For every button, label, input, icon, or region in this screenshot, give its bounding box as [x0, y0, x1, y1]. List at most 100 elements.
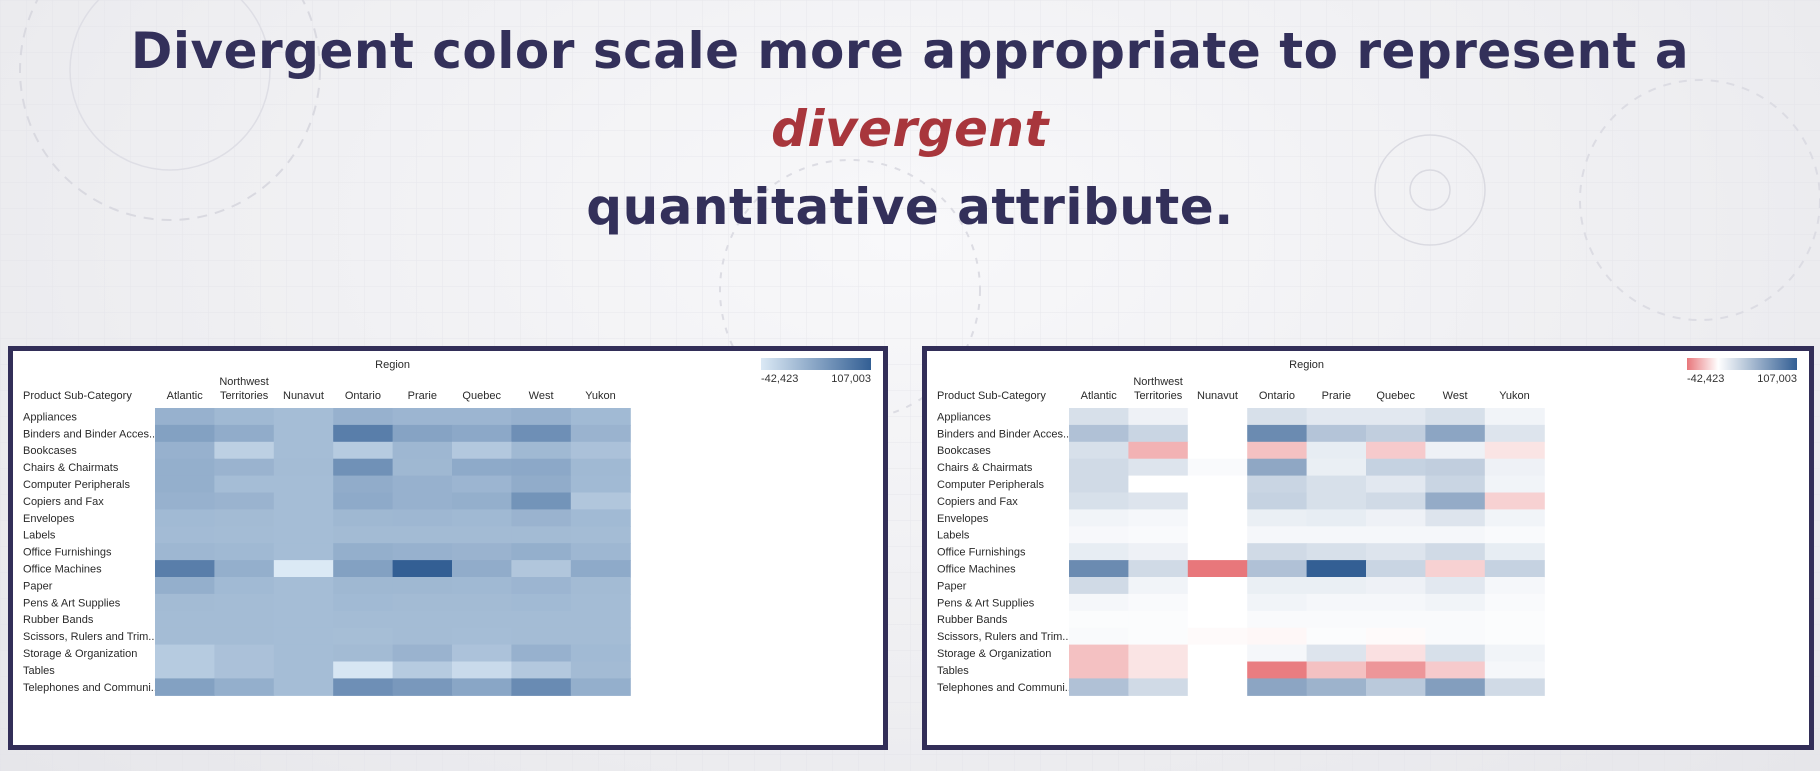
heatmap-cell — [1069, 526, 1129, 544]
column-header: Ontario — [345, 390, 381, 402]
heatmap-cell — [1187, 627, 1248, 646]
heatmap-cell — [1366, 475, 1426, 494]
heatmap-cell — [570, 577, 631, 595]
heatmap-cell — [1306, 661, 1367, 679]
heatmap-cell — [333, 509, 394, 527]
heatmap-cell — [333, 661, 394, 679]
row-label: Scissors, Rulers and Trim.. — [23, 631, 154, 643]
heatmap-cell — [452, 577, 512, 595]
heatmap-cell — [1247, 610, 1308, 629]
heatmap-cell — [1247, 526, 1308, 544]
heatmap-cell — [392, 610, 453, 629]
heatmap-cell — [511, 492, 572, 510]
heatmap-cell — [273, 644, 334, 663]
heatmap-cell — [1128, 627, 1189, 646]
row-label: Envelopes — [937, 513, 989, 525]
heatmap-cell — [570, 678, 631, 696]
heatmap-cell — [1425, 577, 1486, 595]
heatmap-cell — [511, 543, 572, 561]
heatmap-cell — [273, 408, 334, 426]
heatmap-cell — [1484, 610, 1545, 629]
heatmap-cell — [333, 475, 394, 494]
heatmap-cell — [1306, 543, 1367, 561]
heatmap-cell — [273, 441, 334, 460]
row-label: Pens & Art Supplies — [937, 597, 1035, 609]
row-header-label: Product Sub-Category — [937, 390, 1046, 402]
heatmap-cell — [1187, 593, 1248, 612]
row-header-label: Product Sub-Category — [23, 390, 132, 402]
heatmap-cell — [452, 627, 512, 646]
heatmap-cell — [214, 644, 275, 663]
heatmap-cell — [1128, 441, 1189, 460]
heatmap-cell — [511, 560, 572, 578]
heatmap-cell — [1366, 458, 1426, 477]
heatmap-cell — [452, 441, 512, 460]
heatmap-cell — [1425, 441, 1486, 460]
row-label: Pens & Art Supplies — [23, 597, 121, 609]
heatmap-cell — [1069, 644, 1129, 663]
heatmap-cell — [1484, 577, 1545, 595]
heatmap-cell — [1366, 408, 1426, 426]
heatmap-cell — [511, 424, 572, 443]
heatmap-cell — [1484, 526, 1545, 544]
heatmap-cell — [1247, 560, 1308, 578]
heatmap-cell — [273, 509, 334, 527]
column-header: Yukon — [1499, 390, 1530, 402]
row-label: Binders and Binder Acces.. — [23, 428, 155, 440]
title-text-part2: quantitative attribute. — [586, 178, 1234, 236]
heatmap-cell — [1247, 644, 1308, 663]
heatmap-cell — [1484, 492, 1545, 510]
heatmap-cell — [1128, 678, 1189, 696]
heatmap-cell — [333, 492, 394, 510]
heatmap-cell — [1187, 509, 1248, 527]
heatmap-cell — [1128, 543, 1189, 561]
legend-color-bar — [1687, 358, 1797, 370]
heatmap-cell — [511, 627, 572, 646]
row-label: Paper — [23, 580, 53, 592]
heatmap-cell — [511, 661, 572, 679]
heatmap-cell — [570, 644, 631, 663]
row-label: Chairs & Chairmats — [937, 462, 1033, 474]
sequential-heatmap-panel: Region Product Sub-Category Atlantic Northw… — [8, 346, 888, 750]
heatmap-cell — [1425, 492, 1486, 510]
heatmap-cell — [1128, 526, 1189, 544]
heatmap-cell — [570, 475, 631, 494]
heatmap-cell — [1425, 627, 1486, 646]
heatmap-cell — [1187, 661, 1248, 679]
heatmap-cell — [1069, 627, 1129, 646]
row-label: Envelopes — [23, 513, 75, 525]
heatmap-cell — [1069, 458, 1129, 477]
heatmap-cell — [1306, 509, 1367, 527]
heatmap-cell — [214, 509, 275, 527]
heatmap-cell — [1187, 424, 1248, 443]
heatmap-cell — [511, 593, 572, 612]
heatmap-cell — [1366, 610, 1426, 629]
heatmap-cell — [155, 458, 215, 477]
column-header: Northwest — [1133, 376, 1183, 388]
heatmap-cell — [214, 543, 275, 561]
heatmap-cell — [1425, 526, 1486, 544]
heatmap-cell — [333, 610, 394, 629]
row-label: Paper — [937, 580, 967, 592]
heatmap-cell — [333, 526, 394, 544]
heatmap-cell — [452, 492, 512, 510]
heatmap-cell — [1366, 661, 1426, 679]
heatmap-cell — [1484, 678, 1545, 696]
heatmap-cell — [392, 543, 453, 561]
heatmap-cell — [1484, 661, 1545, 679]
heatmap-cell — [570, 661, 631, 679]
heatmap-cell — [214, 661, 275, 679]
row-label: Telephones and Communi.. — [23, 682, 157, 694]
heatmap-cell — [392, 644, 453, 663]
heatmap-cell — [1306, 593, 1367, 612]
heatmap-cell — [1484, 560, 1545, 578]
heatmap-cell — [1069, 560, 1129, 578]
heatmap-cell — [1484, 441, 1545, 460]
heatmap-cell — [1366, 560, 1426, 578]
heatmap-cell — [511, 610, 572, 629]
heatmap-cell — [333, 577, 394, 595]
heatmap-cell — [1425, 560, 1486, 578]
heatmap-cell — [1069, 424, 1129, 443]
heatmap-cell — [452, 526, 512, 544]
heatmap-cell — [155, 644, 215, 663]
